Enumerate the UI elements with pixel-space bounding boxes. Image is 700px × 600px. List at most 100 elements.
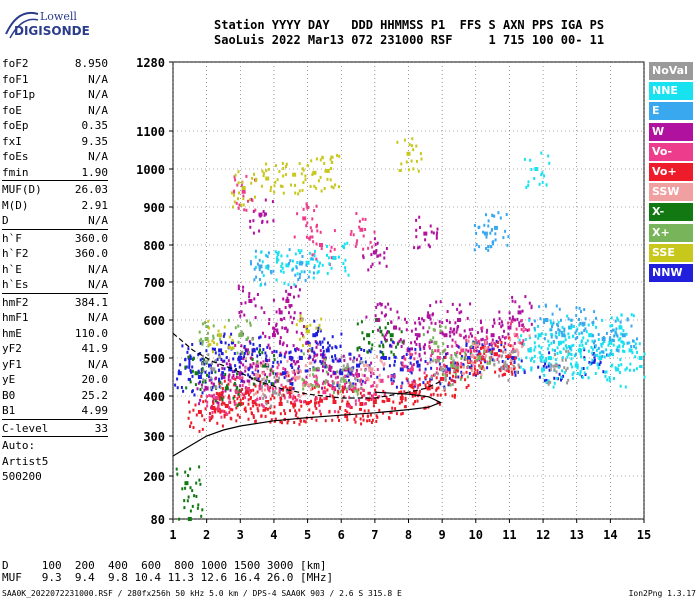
- echo-pixel: [301, 377, 304, 381]
- echo-pixel: [370, 421, 373, 424]
- echo-pixel: [350, 384, 353, 388]
- echo-pixel: [457, 366, 460, 370]
- echo-pixel: [253, 377, 256, 381]
- echo-pixel: [209, 412, 211, 415]
- echo-pixel: [496, 345, 499, 349]
- param-value: 2.91: [81, 198, 109, 212]
- echo-pixel: [484, 346, 487, 350]
- echo-pixel: [259, 397, 261, 400]
- echo-pixel: [421, 396, 423, 400]
- echo-pixel: [504, 350, 507, 354]
- param-value: 360.0: [74, 231, 108, 245]
- echo-pixel: [278, 308, 281, 311]
- echo-pixel: [247, 417, 250, 421]
- echo-pixel: [312, 358, 314, 362]
- echo-pixel: [608, 376, 611, 380]
- param-value: N/A: [88, 103, 108, 117]
- echo-pixel: [604, 370, 607, 374]
- echo-pixel: [262, 405, 265, 409]
- echo-pixel: [503, 345, 506, 349]
- echo-pixel: [380, 311, 383, 315]
- echo-pixel: [602, 336, 605, 339]
- echo-pixel: [209, 386, 212, 390]
- echo-pixel: [552, 339, 555, 343]
- echo-pixel: [475, 243, 478, 247]
- echo-pixel: [455, 354, 458, 358]
- echo-pixel: [493, 318, 496, 322]
- echo-pixel: [258, 336, 261, 340]
- echo-pixel: [572, 325, 575, 328]
- echo-pixel: [291, 259, 294, 263]
- echo-pixel: [319, 359, 322, 363]
- direction-legend: NoVal NNE E W Vo- Vo+ SSW X- X+ SSE NNW: [649, 62, 693, 284]
- echo-pixel: [254, 400, 257, 404]
- echo-pixel: [323, 386, 326, 390]
- echo-point: [413, 390, 418, 395]
- echo-pixel: [516, 317, 519, 321]
- echo-pixel: [374, 392, 377, 396]
- param-label: h`F2: [2, 247, 29, 260]
- echo-pixel: [411, 392, 414, 396]
- echo-pixel: [281, 326, 284, 330]
- echo-pixel: [194, 403, 197, 407]
- echo-pixel: [426, 381, 429, 385]
- echo-pixel: [498, 310, 501, 314]
- echo-point: [356, 363, 361, 368]
- legend-item-nne: NNE: [649, 82, 693, 101]
- echo-pixel: [191, 365, 194, 369]
- echo-pixel: [439, 382, 442, 386]
- echo-pixel: [245, 174, 248, 178]
- echo-pixel: [345, 387, 348, 391]
- echo-pixel: [258, 344, 261, 348]
- echo-pixel: [284, 371, 287, 375]
- echo-pixel: [272, 371, 275, 375]
- echo-pixel: [216, 397, 219, 400]
- echo-pixel: [354, 382, 357, 386]
- echo-pixel: [593, 310, 596, 314]
- echo-pixel: [483, 350, 486, 353]
- param-label: hmE: [2, 326, 22, 340]
- echo-pixel: [189, 486, 192, 490]
- echo-pixel: [545, 304, 547, 308]
- echo-pixel: [313, 264, 316, 268]
- echo-pixel: [465, 348, 468, 352]
- echo-pixel: [511, 295, 514, 299]
- param-label: MUF(D): [2, 183, 42, 196]
- echo-pixel: [242, 194, 245, 198]
- echo-point: [409, 367, 414, 372]
- echo-pixel: [311, 173, 314, 176]
- echo-pixel: [556, 377, 559, 381]
- echo-pixel: [189, 369, 192, 372]
- echo-pixel: [547, 382, 550, 386]
- echo-pixel: [240, 184, 243, 188]
- echo-pixel: [619, 324, 622, 328]
- echo-pixel: [257, 409, 260, 413]
- echo-pixel: [481, 343, 484, 347]
- echo-pixel: [256, 354, 259, 358]
- echo-pixel: [252, 209, 255, 213]
- echo-pixel: [268, 346, 271, 350]
- echo-pixel: [584, 373, 587, 376]
- echo-pixel: [220, 409, 223, 413]
- echo-pixel: [436, 227, 439, 231]
- echo-pixel: [227, 378, 230, 382]
- echo-pixel: [581, 376, 584, 379]
- echo-pixel: [591, 358, 594, 362]
- echo-pixel: [221, 382, 223, 386]
- echo-pixel: [256, 390, 259, 394]
- echo-pixel: [298, 399, 301, 403]
- echo-pixel: [285, 165, 287, 169]
- echo-pixel: [449, 327, 452, 331]
- echo-pixel: [236, 183, 239, 187]
- echo-pixel: [200, 394, 203, 398]
- echo-pixel: [280, 269, 282, 273]
- echo-pixel: [252, 404, 255, 408]
- echo-pixel: [491, 240, 494, 244]
- echo-pixel: [374, 314, 377, 318]
- echo-pixel: [467, 359, 470, 363]
- echo-pixel: [608, 379, 611, 383]
- param-value: N/A: [88, 150, 108, 163]
- echo-pixel: [269, 411, 272, 415]
- echo-pixel: [518, 338, 521, 342]
- echo-pixel: [210, 381, 213, 385]
